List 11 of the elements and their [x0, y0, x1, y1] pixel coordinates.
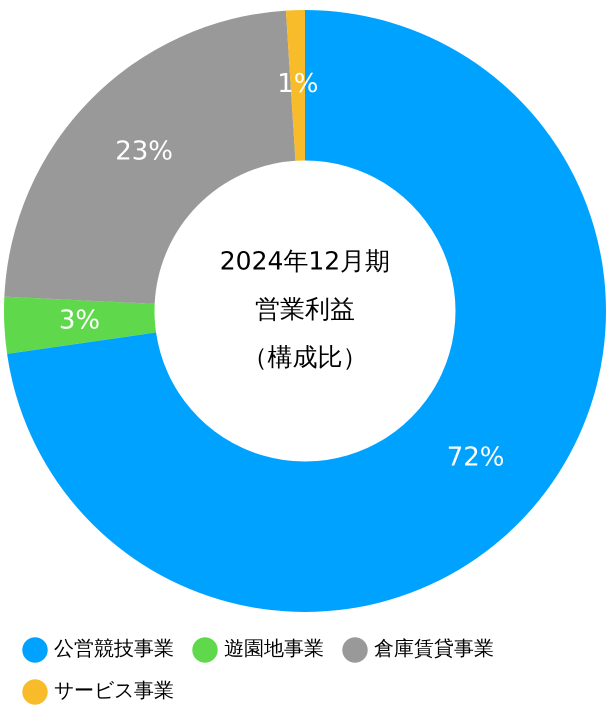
data-label: 3% — [58, 305, 100, 336]
legend-label: 倉庫賃貸事業 — [374, 636, 494, 660]
text: 2024年12月期 — [220, 246, 390, 276]
legend-label: 遊園地事業 — [224, 636, 324, 660]
legend-label: 公営競技事業 — [54, 636, 174, 660]
text: 営業利益 — [255, 294, 355, 324]
data-label: 1% — [277, 69, 318, 100]
data-label: 72% — [446, 442, 505, 473]
text: （構成比） — [242, 342, 368, 372]
legend-label: サービス事業 — [54, 678, 174, 702]
data-label: 23% — [115, 136, 174, 166]
